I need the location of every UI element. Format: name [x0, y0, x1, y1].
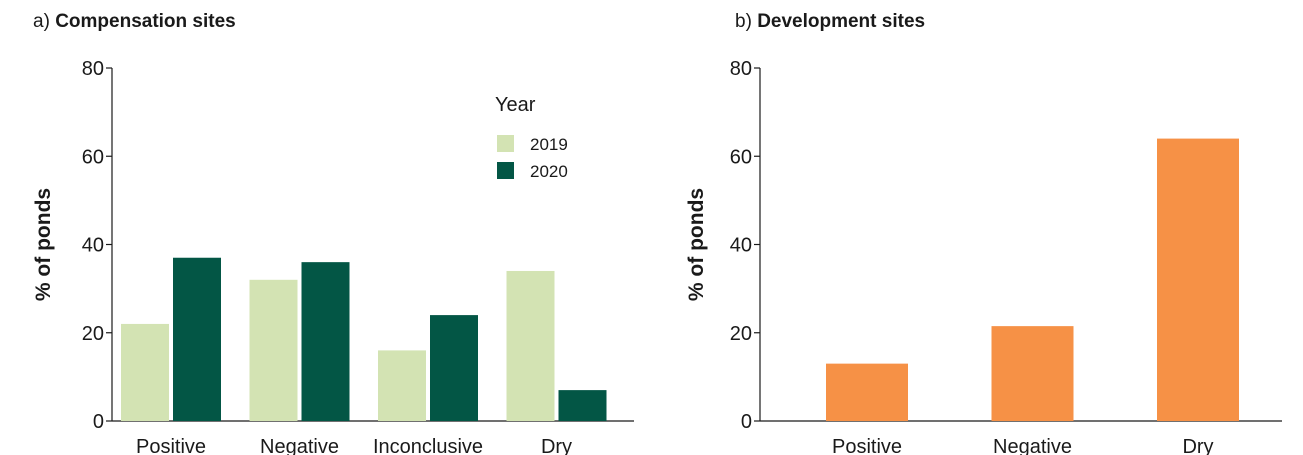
a-bar-negative-2019 — [249, 279, 298, 421]
a-y-axis-title: % of ponds — [32, 188, 55, 301]
b-y-tick-label: 0 — [741, 411, 752, 433]
a-bar-dry-2020 — [558, 390, 607, 421]
b-x-tick-label: Negative — [993, 436, 1072, 455]
b-y-axis-title: % of ponds — [685, 188, 708, 301]
b-bar-negative — [991, 326, 1074, 421]
panel-b-title-text: Development sites — [757, 11, 926, 32]
a-legend-title: Year — [495, 94, 536, 116]
a-x-tick-label: Positive — [136, 436, 206, 455]
a-bar-negative-2020 — [301, 262, 350, 421]
a-bar-positive-2019 — [121, 323, 169, 421]
a-y-tick-label: 40 — [82, 235, 104, 257]
a-legend-swatch-2020 — [497, 162, 514, 179]
b-y-tick-label: 20 — [730, 323, 752, 345]
a-x-tick-label: Dry — [541, 436, 572, 455]
a-y-tick-label: 80 — [82, 58, 104, 80]
panel-a-label: a) — [33, 11, 50, 32]
a-x-tick-label: Negative — [260, 436, 339, 455]
a-y-tick-label: 20 — [82, 323, 104, 345]
a-bar-dry-2019 — [506, 270, 555, 421]
panel-b-label: b) — [735, 11, 752, 32]
a-legend-label-2019: 2019 — [530, 135, 568, 154]
b-bar-positive — [826, 363, 908, 421]
a-bar-positive-2020 — [173, 257, 221, 421]
b-bar-dry — [1157, 138, 1239, 421]
a-legend-swatch-2019 — [497, 135, 514, 152]
a-x-tick-label: Inconclusive — [373, 436, 483, 455]
b-y-tick-label: 40 — [730, 235, 752, 257]
a-y-tick-label: 0 — [93, 411, 104, 433]
panel-a-title-text: Compensation sites — [55, 11, 236, 32]
panel-a-title: a) Compensation sites — [33, 11, 236, 33]
a-bar-inconclusive-2019 — [378, 350, 426, 421]
panel-b-title: b) Development sites — [735, 11, 925, 33]
b-y-tick-label: 60 — [730, 146, 752, 168]
a-y-tick-label: 60 — [82, 146, 104, 168]
b-x-tick-label: Dry — [1182, 436, 1213, 455]
a-legend-label-2020: 2020 — [530, 162, 568, 181]
a-bar-inconclusive-2020 — [430, 315, 478, 421]
b-y-tick-label: 80 — [730, 58, 752, 80]
b-x-tick-label: Positive — [832, 436, 902, 455]
